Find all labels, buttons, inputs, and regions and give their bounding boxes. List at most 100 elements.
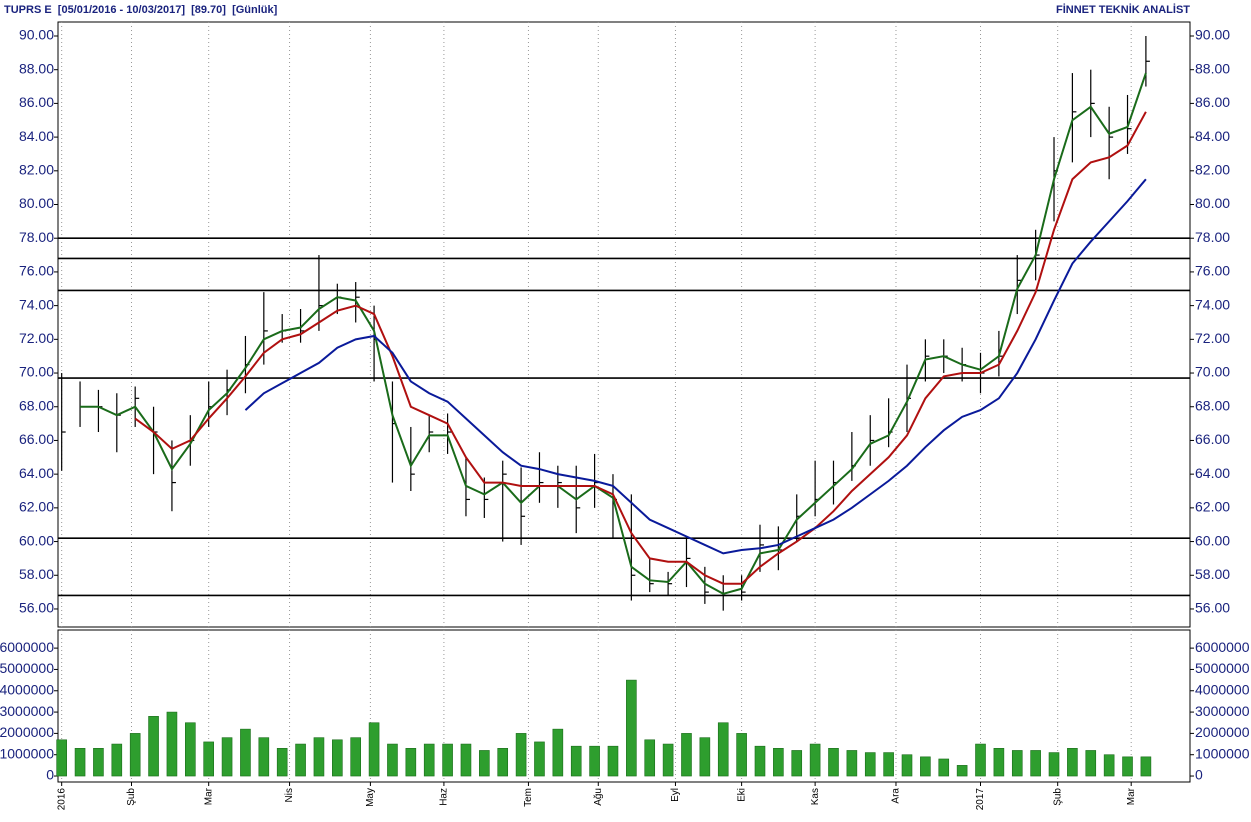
y-tick-label: 5000000 (1195, 660, 1250, 676)
volume-bar (1140, 756, 1152, 777)
volume-bar (589, 745, 600, 777)
volume-bar (681, 733, 692, 777)
x-tick-label: Şub (1052, 788, 1063, 806)
y-tick-label: 86.00 (19, 94, 54, 110)
volume-bar (534, 741, 545, 777)
x-tick-label: Eki (736, 788, 747, 802)
x-tick-label: Şub (126, 788, 137, 806)
volume-bar (1085, 750, 1097, 777)
y-tick-label: 3000000 (1195, 703, 1250, 719)
x-tick-label: 2016 (56, 788, 67, 811)
volume-bar (864, 752, 876, 777)
x-tick-label: Nis (284, 788, 295, 802)
x-tick-label: 2017 (975, 788, 986, 811)
volume-bar (129, 733, 141, 777)
x-tick-label: Mar (1126, 787, 1137, 805)
volume-frame (57, 629, 1191, 783)
x-tick-label: Ağu (593, 788, 604, 806)
y-tick-label: 66.00 (1195, 431, 1230, 447)
volume-bar (956, 765, 968, 777)
y-tick-label: 88.00 (19, 60, 54, 76)
volume-bar (1011, 750, 1023, 777)
y-tick-label: 74.00 (1195, 296, 1230, 312)
y-tick-label: 6000000 (0, 639, 54, 655)
y-tick-label: 68.00 (1195, 397, 1230, 413)
volume-bar (350, 737, 362, 777)
volume-bar (975, 743, 986, 777)
volume-bar (387, 743, 398, 777)
volume-bar (515, 733, 527, 777)
volume-bar (56, 739, 67, 777)
volume-bar (148, 716, 159, 777)
volume-bar (240, 728, 251, 777)
y-tick-label: 64.00 (19, 465, 54, 481)
volume-bar (276, 748, 288, 777)
y-tick-label: 4000000 (1195, 681, 1250, 697)
y-tick-label: 60.00 (1195, 532, 1230, 548)
y-tick-label: 68.00 (19, 397, 54, 413)
volume-bar (809, 743, 821, 777)
volume-bar (938, 758, 950, 777)
volume-bar (773, 748, 784, 777)
volume-bar (1067, 748, 1078, 777)
y-tick-label: 56.00 (19, 600, 54, 616)
moving-average (244, 178, 1147, 555)
x-tick-label: Haz (439, 788, 450, 806)
y-tick-label: 2000000 (0, 724, 54, 740)
y-tick-label: 82.00 (19, 162, 54, 178)
y-tick-label: 62.00 (1195, 499, 1230, 515)
volume-bar (93, 748, 104, 777)
y-tick-label: 78.00 (1195, 229, 1230, 245)
chart-title: TUPRS E [05/01/2016 - 10/03/2017] [89.70… (4, 4, 278, 16)
x-tick-label: May (365, 788, 376, 807)
volume-bar (736, 733, 747, 777)
y-tick-label: 84.00 (1195, 128, 1230, 144)
y-tick-label: 88.00 (1195, 60, 1230, 76)
y-tick-label: 80.00 (1195, 195, 1230, 211)
y-tick-label: 90.00 (19, 27, 54, 43)
y-tick-label: 80.00 (19, 195, 54, 211)
y-tick-label: 76.00 (1195, 263, 1230, 279)
volume-bar (111, 743, 123, 777)
y-tick-label: 5000000 (0, 660, 54, 676)
volume-bar (442, 743, 453, 777)
x-tick-label: Mar (203, 787, 214, 805)
y-tick-label: 72.00 (19, 330, 54, 346)
volume-bar (828, 748, 839, 777)
volume-bar (717, 722, 729, 777)
volume-bar (699, 737, 711, 777)
volume-bar (203, 741, 214, 777)
x-tick-label: Kas (810, 788, 821, 805)
volume-bar (920, 756, 931, 777)
volume-bar (626, 679, 637, 777)
volume-bar (754, 745, 766, 777)
volume-bar (295, 743, 306, 777)
volume-bar (166, 711, 178, 777)
y-tick-label: 2000000 (1195, 724, 1250, 740)
volume-bar (662, 743, 674, 777)
volume-bar (1030, 750, 1041, 777)
y-tick-label: 62.00 (19, 499, 54, 515)
volume-bar (74, 748, 86, 777)
x-tick-label: Eyl (670, 788, 681, 802)
volume-bar (644, 739, 656, 777)
volume-bar (570, 745, 582, 777)
volume-bar (405, 748, 417, 777)
y-tick-label: 6000000 (1195, 639, 1250, 655)
x-tick-label: Ara (891, 788, 902, 804)
volume-bar (1122, 756, 1133, 777)
y-tick-label: 1000000 (0, 745, 54, 761)
volume-bar (552, 728, 564, 777)
y-tick-label: 66.00 (19, 431, 54, 447)
y-tick-label: 0 (46, 767, 54, 783)
volume-bar (993, 748, 1005, 777)
y-tick-label: 86.00 (1195, 94, 1230, 110)
y-tick-label: 70.00 (1195, 364, 1230, 380)
volume-bar (791, 750, 803, 777)
y-tick-label: 4000000 (0, 681, 54, 697)
volume-bar (1103, 754, 1115, 777)
moving-average (134, 111, 1147, 585)
y-tick-label: 56.00 (1195, 600, 1230, 616)
y-tick-label: 90.00 (1195, 27, 1230, 43)
y-tick-label: 3000000 (0, 703, 54, 719)
